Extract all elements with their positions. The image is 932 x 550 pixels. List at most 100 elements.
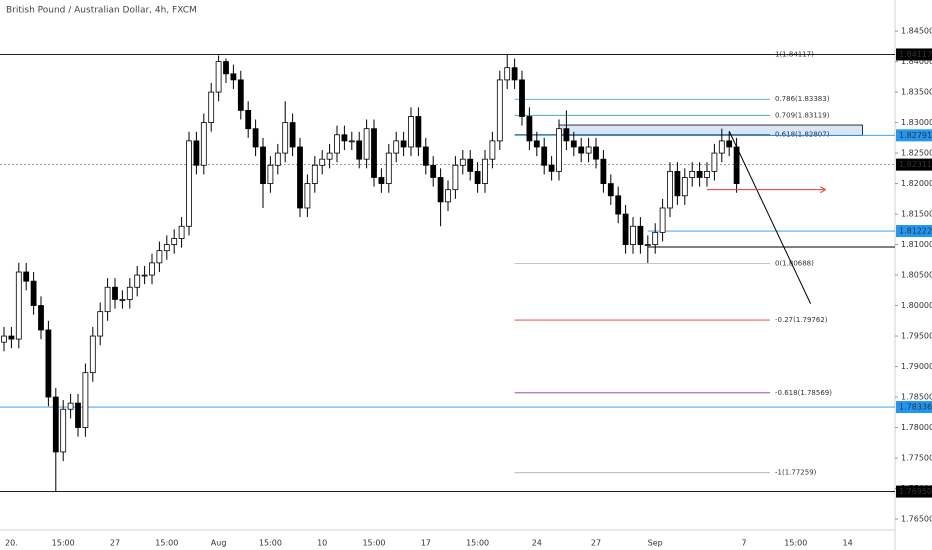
candle-body: [437, 177, 444, 203]
candle-body: [274, 152, 281, 166]
candle-body: [134, 274, 141, 288]
candle-body: [186, 140, 192, 227]
x-tick-label: 15:00: [362, 539, 385, 548]
x-tick-label: 15:00: [784, 539, 807, 548]
price-label-box: [896, 401, 932, 414]
x-tick-label: 7: [741, 539, 746, 548]
candle-body: [548, 164, 555, 172]
x-tick-label: 17: [421, 539, 431, 548]
x-tick-label: 27: [110, 539, 120, 548]
x-tick-label: 24: [532, 539, 542, 548]
candle-body: [356, 140, 363, 160]
candle-body: [637, 225, 644, 245]
candle-body: [430, 164, 437, 178]
candle-body: [126, 286, 133, 300]
x-tick-label: 14: [843, 539, 853, 548]
candle-body: [452, 164, 459, 191]
candle-body: [689, 170, 696, 178]
candle-body: [267, 164, 274, 184]
candle-body: [252, 128, 259, 148]
candle-body: [260, 146, 266, 184]
candle-body: [237, 79, 244, 111]
candle-body: [482, 158, 488, 184]
candle-body: [659, 207, 666, 233]
price-label: 1.81222: [899, 227, 932, 236]
price-label-box: [896, 225, 932, 238]
candle-body: [630, 225, 636, 245]
candle-body: [733, 146, 740, 184]
candle-body: [585, 146, 592, 154]
candle-body: [393, 140, 400, 154]
candle-body: [711, 152, 718, 172]
candle-body: [304, 183, 311, 209]
y-tick-label: 1.80500: [901, 271, 932, 280]
candle-body: [607, 183, 614, 197]
candle-body: [60, 408, 67, 453]
price-label-box: [896, 158, 932, 171]
candle-body: [600, 158, 607, 184]
candle-body: [526, 116, 533, 142]
candle-body: [297, 146, 303, 209]
fib-label: 0.786(1.83383): [775, 95, 830, 103]
candle-body: [171, 238, 178, 245]
y-tick-label: 1.84500: [901, 27, 932, 36]
candle-body: [89, 335, 96, 374]
candle-body: [200, 122, 207, 166]
candle-body: [378, 177, 385, 184]
x-tick-label: 27: [591, 539, 601, 548]
candle-body: [15, 271, 22, 340]
candle-body: [52, 396, 59, 453]
candle-body: [489, 140, 496, 160]
y-tick-label: 1.78500: [901, 393, 932, 402]
x-tick-label: 15:00: [259, 539, 282, 548]
y-tick-label: 1.82000: [901, 179, 932, 188]
candle-body: [1, 335, 7, 343]
x-tick-label: 15:00: [155, 539, 178, 548]
fib-label: -0.27(1.79762): [775, 316, 828, 324]
candle-body: [408, 116, 414, 148]
candle-body: [178, 225, 185, 239]
candle-body: [578, 146, 585, 154]
candle-body: [445, 189, 451, 203]
candle-body: [23, 271, 30, 282]
candle-body: [467, 158, 474, 172]
x-tick-label: 15:00: [52, 539, 75, 548]
fib-label: 0(1.80688): [775, 260, 814, 268]
candle-body: [282, 122, 289, 154]
y-tick-label: 1.84000: [901, 57, 932, 66]
candle-body: [97, 311, 104, 337]
candle-body: [141, 274, 148, 277]
candle-body: [363, 128, 370, 160]
arrow-head: [820, 186, 827, 194]
candle-body: [230, 73, 237, 81]
candle-body: [459, 158, 466, 166]
candle-body: [726, 140, 733, 148]
price-label: 1.82791: [899, 131, 932, 140]
y-tick-label: 1.79500: [901, 332, 932, 341]
price-label: 1.78336: [899, 403, 932, 412]
x-tick-label: Sep: [648, 539, 663, 548]
candle-body: [341, 134, 348, 142]
y-tick-label: 1.81000: [901, 240, 932, 249]
candle-body: [385, 152, 392, 184]
candle-body: [371, 128, 377, 178]
candle-body: [67, 402, 74, 410]
candle-body: [82, 372, 89, 428]
x-tick-label: 20.: [5, 539, 18, 548]
fib-label: 0.709(1.83119): [775, 111, 830, 119]
candle-body: [193, 140, 200, 166]
candle-body: [622, 213, 629, 245]
candle-body: [556, 128, 562, 172]
candle-body: [593, 146, 599, 160]
candle-body: [8, 335, 15, 340]
candle-body: [652, 231, 659, 245]
candle-body: [215, 61, 222, 93]
fib-label: -1(1.77259): [775, 469, 817, 477]
candle-body: [563, 128, 570, 142]
candle-body: [400, 140, 407, 148]
candle-body: [541, 146, 548, 166]
candle-body: [570, 140, 577, 148]
